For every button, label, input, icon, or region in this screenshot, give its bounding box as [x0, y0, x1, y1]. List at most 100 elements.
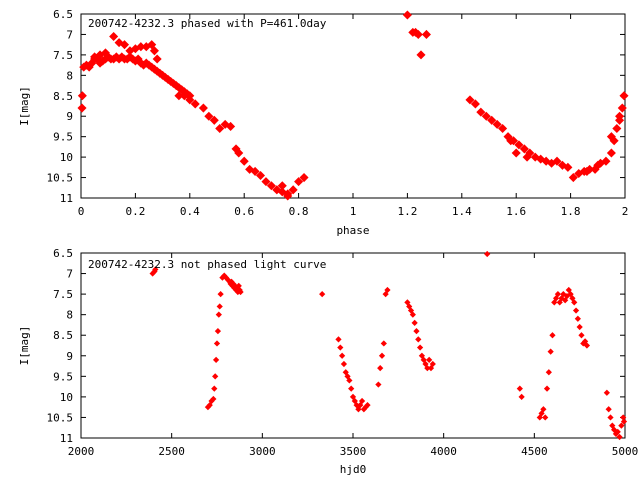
- phased-y-tick-label: 7: [66, 28, 73, 41]
- phased-chart-title: 200742-4232.3 phased with P=461.0day: [88, 17, 327, 30]
- phased-x-tick-label: 1.6: [506, 205, 526, 218]
- unphased-data-point: [578, 332, 585, 339]
- phased-data-point: [215, 123, 225, 134]
- phased-y-tick-label: 10: [60, 151, 73, 164]
- unphased-y-tick-label: 8: [66, 309, 73, 322]
- phased-data-point: [119, 40, 130, 50]
- unphased-data-point: [413, 327, 420, 335]
- unphased-data-point: [411, 319, 418, 327]
- unphased-y-tick-label: 9.5: [53, 370, 73, 383]
- phased-x-tick-label: 2: [622, 205, 629, 218]
- unphased-data-point: [542, 414, 549, 421]
- unphased-data-point: [603, 389, 610, 396]
- unphased-data-point: [607, 414, 614, 421]
- phased-x-tick-label: 0.2: [125, 205, 145, 218]
- phased-data-point: [487, 115, 497, 125]
- unphased-data-point: [216, 303, 223, 310]
- unphased-data-point: [215, 311, 222, 318]
- unphased-data-point: [620, 418, 628, 425]
- unphased-data-point: [605, 406, 612, 413]
- phased-data-point: [152, 54, 162, 64]
- phased-chart: 0 0.2 0.4 0.6 0.8 1 1.2 1.4 1.6 1.8 2 6.5 7 7.5 8 8.5 9 9…: [18, 8, 629, 237]
- unphased-data-point: [409, 311, 416, 318]
- unphased-data-point: [415, 336, 422, 343]
- unphased-y-tick-label: 10: [60, 391, 73, 404]
- phased-data-point: [266, 181, 276, 191]
- unphased-data-point: [518, 393, 525, 401]
- unphased-data-point: [346, 377, 353, 384]
- phased-data-point: [421, 29, 431, 39]
- unphased-data-point: [426, 356, 433, 364]
- unphased-data-point: [375, 381, 382, 388]
- phased-data-point: [185, 95, 195, 105]
- unphased-x-tick-label: 2000: [68, 445, 95, 458]
- unphased-data-point: [384, 286, 391, 294]
- phased-x-tick-label: 1.2: [397, 205, 417, 218]
- phased-data-point: [606, 148, 616, 158]
- phased-data-point: [619, 91, 629, 101]
- phased-y-tick-label: 8.5: [53, 90, 73, 103]
- phased-data-point: [481, 111, 491, 121]
- phased-plot-frame: [80, 13, 626, 199]
- unphased-x-axis-title: hjd0: [340, 463, 367, 476]
- phased-x-tick-label: 0.6: [234, 205, 254, 218]
- phased-y-tick-label: 9.5: [53, 131, 73, 144]
- unphased-data-point: [337, 344, 344, 351]
- unphased-y-tick-label: 6.5: [53, 247, 73, 260]
- phased-data-point: [261, 177, 271, 187]
- unphased-data-point: [378, 352, 386, 359]
- unphased-x-tick-label: 2500: [158, 445, 185, 458]
- unphased-y-tick-label: 11: [60, 432, 73, 445]
- unphased-x-tick-label: 3000: [249, 445, 276, 458]
- phased-data-point: [250, 166, 260, 176]
- phased-data-point: [100, 48, 111, 58]
- unphased-data-point: [380, 340, 387, 347]
- unphased-data-point: [348, 385, 355, 392]
- phased-data-point: [239, 156, 249, 166]
- unphased-x-tick-label: 5000: [612, 445, 639, 458]
- phased-y-axis-title: I[mag]: [18, 86, 31, 126]
- phased-data-point: [90, 54, 100, 64]
- unphased-data-point: [545, 369, 552, 376]
- unphased-data-point: [424, 364, 431, 372]
- unphased-data-point: [212, 373, 219, 380]
- unphased-chart: 2000 2500 3000 3500 4000 4500 5000 6.5 7 7.5 8 8.5 9…: [18, 247, 638, 476]
- unphased-data-point: [319, 290, 326, 298]
- unphased-data-point: [549, 332, 556, 339]
- phased-data-point: [255, 170, 266, 181]
- phased-data-point: [511, 148, 521, 158]
- unphased-data-point: [543, 385, 551, 392]
- unphased-data-point: [547, 348, 554, 355]
- phased-data-point: [179, 91, 189, 101]
- unphased-data-point: [416, 344, 424, 351]
- phased-data-point: [174, 91, 184, 101]
- unphased-data-point: [377, 364, 384, 372]
- unphased-x-tick-label: 4500: [521, 445, 548, 458]
- phased-data-point: [612, 123, 622, 134]
- unphased-data-point: [339, 352, 346, 359]
- phased-x-tick-label: 1.4: [452, 205, 472, 218]
- phased-y-tick-label: 8: [66, 69, 73, 82]
- unphased-data-point: [212, 356, 220, 364]
- unphased-y-axis-title: I[mag]: [18, 326, 31, 366]
- unphased-chart-title: 200742-4232.3 not phased light curve: [88, 258, 326, 271]
- phased-x-tick-label: 0: [78, 205, 85, 218]
- unphased-y-tick-label: 7.5: [53, 288, 73, 301]
- unphased-data-point: [358, 397, 366, 405]
- unphased-data-point: [572, 307, 580, 314]
- unphased-data-point: [618, 422, 625, 429]
- phased-data-point: [109, 31, 119, 42]
- phased-x-tick-label: 0.4: [180, 205, 200, 218]
- unphased-data-point: [484, 250, 491, 258]
- phased-y-tick-label: 7.5: [53, 49, 73, 62]
- phased-data-point: [234, 148, 244, 158]
- phased-data-point: [204, 111, 214, 121]
- phased-data-point: [498, 123, 508, 134]
- unphased-data-point: [213, 340, 221, 347]
- unphased-data-point: [217, 290, 224, 298]
- phased-data-point: [198, 103, 208, 113]
- phased-data-point: [476, 107, 486, 117]
- phased-x-tick-label: 0.8: [289, 205, 309, 218]
- unphased-data-point: [574, 315, 581, 322]
